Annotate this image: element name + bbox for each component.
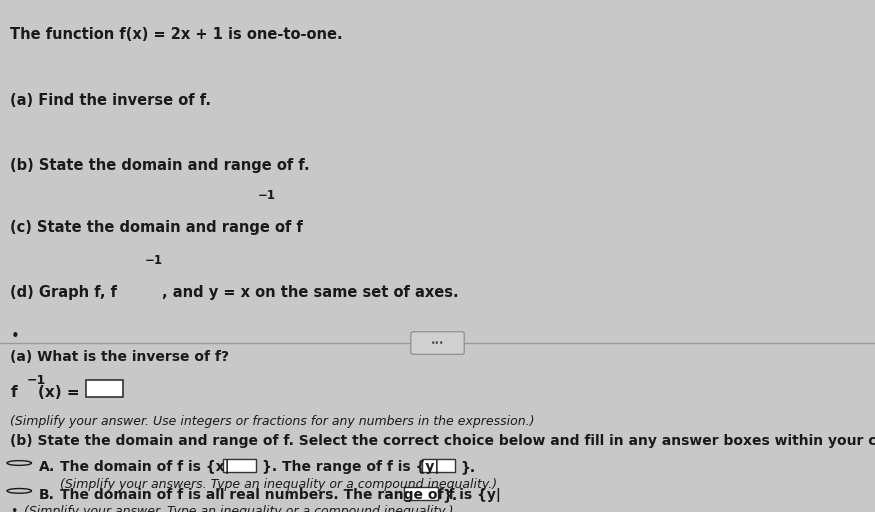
Text: •: • <box>10 329 19 344</box>
Text: (Simplify your answer. Type an inequality or a compound inequality.): (Simplify your answer. Type an inequalit… <box>24 505 454 512</box>
Text: .: . <box>278 220 284 234</box>
Text: (Simplify your answer. Use integers or fractions for any numbers in the expressi: (Simplify your answer. Use integers or f… <box>10 415 535 428</box>
Text: −1: −1 <box>144 254 163 267</box>
Text: −1: −1 <box>258 189 276 202</box>
Text: The domain of f is all real numbers. The range of f is {y|: The domain of f is all real numbers. The… <box>60 488 500 502</box>
Text: •: • <box>10 505 18 512</box>
Text: }.: }. <box>443 488 458 502</box>
Text: }. The range of f is {y|: }. The range of f is {y| <box>262 460 440 475</box>
Text: (a) Find the inverse of f.: (a) Find the inverse of f. <box>10 93 212 108</box>
FancyBboxPatch shape <box>223 459 256 472</box>
Text: (b) State the domain and range of f. Select the correct choice below and fill in: (b) State the domain and range of f. Sel… <box>10 434 875 449</box>
FancyBboxPatch shape <box>86 380 122 397</box>
Text: The function f(x) = 2x + 1 is one-to-one.: The function f(x) = 2x + 1 is one-to-one… <box>10 28 343 42</box>
Text: f: f <box>10 385 18 400</box>
Text: (b) State the domain and range of f.: (b) State the domain and range of f. <box>10 158 310 173</box>
Text: (a) What is the inverse of f?: (a) What is the inverse of f? <box>10 350 229 364</box>
Text: , and y = x on the same set of axes.: , and y = x on the same set of axes. <box>162 285 458 300</box>
Text: (x) =: (x) = <box>38 385 80 400</box>
Text: The domain of f is {x|: The domain of f is {x| <box>60 460 229 475</box>
FancyBboxPatch shape <box>404 486 438 500</box>
FancyBboxPatch shape <box>422 459 455 472</box>
Text: −1: −1 <box>26 374 46 387</box>
Text: (c) State the domain and range of f: (c) State the domain and range of f <box>10 220 304 234</box>
Text: A.: A. <box>38 460 55 475</box>
Text: •••: ••• <box>430 338 444 348</box>
Text: (d) Graph f, f: (d) Graph f, f <box>10 285 117 300</box>
Text: (Simplify your answers. Type an inequality or a compound inequality.): (Simplify your answers. Type an inequali… <box>60 478 497 491</box>
Text: }.: }. <box>460 460 475 475</box>
Text: B.: B. <box>38 488 54 502</box>
